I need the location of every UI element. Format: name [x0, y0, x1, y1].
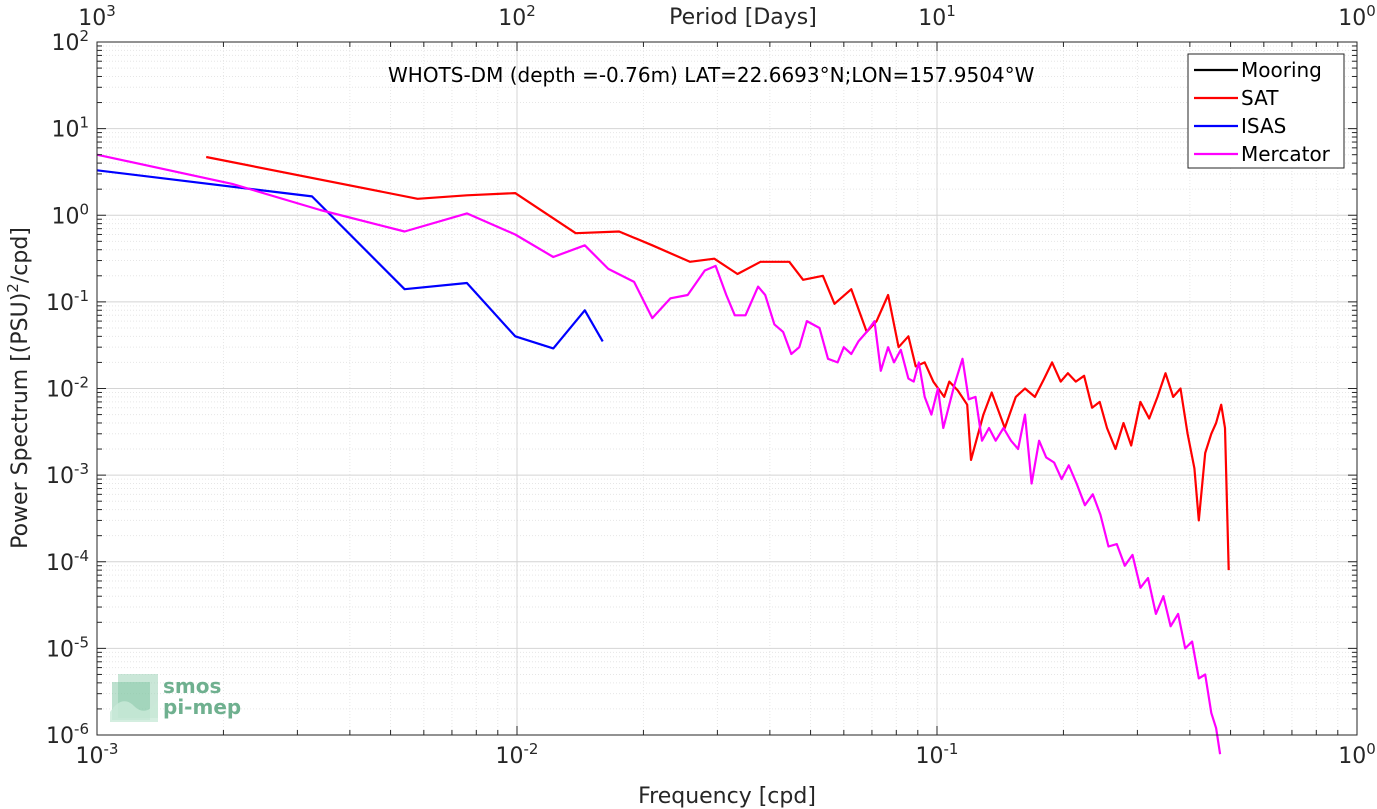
top-tick-label: 100	[1338, 2, 1376, 31]
y-axis-label-main: Power Spectrum [(PSU)	[8, 293, 33, 549]
y-tick-label: 102	[51, 27, 89, 56]
smos-logo-icon	[110, 674, 158, 722]
y-tick-label: 10-3	[46, 460, 89, 489]
smos-logo-line1: smos	[163, 674, 221, 698]
x-axis-label: Frequency [cpd]	[638, 784, 816, 809]
legend: Mooring SAT ISAS Mercator	[1187, 53, 1345, 169]
y-tick-label: 10-4	[46, 547, 89, 576]
series-layer	[96, 153, 1230, 755]
x-tick-label: 10-3	[76, 740, 119, 769]
y-tick-label: 10-5	[46, 633, 89, 662]
x-tick-label: 10-1	[916, 740, 959, 769]
y-tick-label: 10-2	[46, 374, 89, 403]
x-tick-label: 100	[1338, 740, 1376, 769]
series-line-sat	[205, 155, 1230, 571]
legend-items: Mooring SAT ISAS Mercator	[1194, 58, 1331, 166]
ticks-layer	[96, 41, 1358, 736]
legend-label-mooring: Mooring	[1241, 58, 1322, 82]
series-line-mercator	[96, 153, 1222, 755]
legend-box	[1187, 53, 1345, 169]
y-axis-label: Power Spectrum [(PSU)2/cpd]	[4, 227, 33, 549]
legend-label-sat: SAT	[1241, 86, 1279, 110]
legend-label-isas: ISAS	[1241, 114, 1286, 138]
y-tick-label: 100	[51, 200, 89, 229]
y-tick-label: 10-1	[46, 287, 89, 316]
chart-title: WHOTS-DM (depth =-0.76m) LAT=22.6693°N;L…	[388, 63, 1035, 87]
y-axis-label-tail: /cpd]	[8, 227, 33, 283]
top-tick-label: 102	[498, 2, 536, 31]
top-tick-label: 101	[918, 2, 956, 31]
top-tick-label: 103	[78, 2, 116, 31]
y-tick-label: 101	[51, 114, 89, 143]
y-axis-label-exp: 2	[4, 283, 22, 293]
smos-logo-line2: pi-mep	[163, 695, 241, 719]
minor-grid	[97, 42, 1357, 735]
x-tick-label: 10-2	[496, 740, 539, 769]
smos-logo: smos pi-mep	[110, 674, 241, 722]
legend-label-mercator: Mercator	[1241, 142, 1331, 166]
top-axis-label: Period [Days]	[669, 5, 817, 30]
y-tick-label: 10-6	[46, 720, 89, 749]
